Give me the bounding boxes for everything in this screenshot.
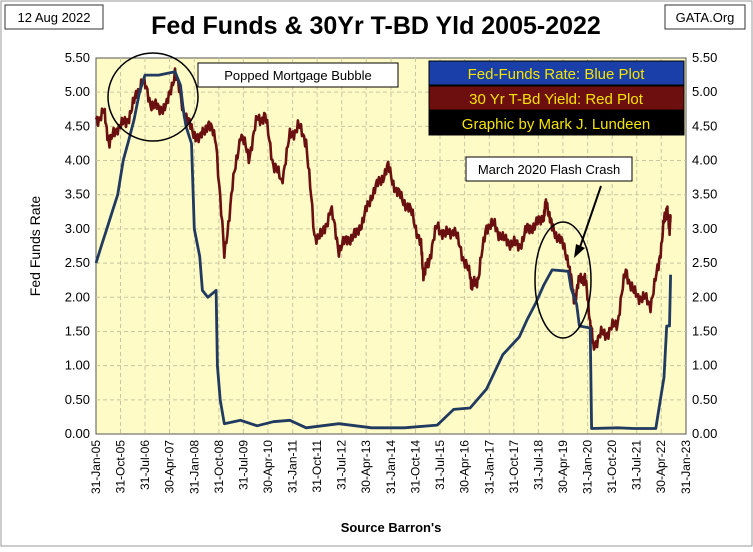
y-tick-labels-right: 0.00 0.50 1.00 1.50 2.00 2.50 3.00 3.50 4.00 4.50… [692, 50, 717, 441]
x-tick-label: 31-Jul-09 [236, 440, 250, 490]
x-tick-label: 31-Jul-21 [630, 440, 644, 490]
x-tick-label: 31-Jan-20 [581, 440, 595, 494]
x-tick-label: 31-Jan-05 [89, 440, 103, 494]
y-tick-label-left: 1.50 [65, 323, 90, 338]
y-axis-label: Fed Funds Rate [27, 196, 43, 297]
x-tick-label: 31-Oct-20 [605, 440, 619, 494]
x-tick-label: 31-Oct-08 [212, 440, 226, 494]
y-tick-label-left: 4.00 [65, 153, 90, 168]
crash-arrow-head [574, 244, 585, 258]
y-tick-label-left: 0.00 [65, 426, 90, 441]
crash-callout-text: March 2020 Flash Crash [478, 162, 620, 177]
y-tick-label-left: 0.50 [65, 392, 90, 407]
x-tick-label: 30-Apr-19 [556, 440, 570, 494]
x-tick-label: 30-Apr-16 [458, 440, 472, 494]
x-tick-label: 30-Apr-10 [261, 440, 275, 494]
y-tick-label-left: 1.00 [65, 358, 90, 373]
bubble-annotation: Popped Mortgage Bubble [107, 52, 399, 142]
y-tick-label-left: 5.00 [65, 84, 90, 99]
bubble-circle [107, 52, 199, 142]
bubble-callout-box [197, 62, 399, 88]
y-tick-label-right: 0.00 [692, 426, 717, 441]
x-tick-label: 31-Jan-17 [482, 440, 496, 494]
legend-item-red-box [428, 85, 685, 111]
y-tick-label-right: 4.50 [692, 118, 717, 133]
legend-item-credit-label: Graphic by Mark J. Lundeen [462, 116, 650, 133]
x-tick-label: 30-Apr-13 [359, 440, 373, 494]
crash-arrow-shaft [578, 185, 602, 251]
bubble-callout-text: Popped Mortgage Bubble [224, 68, 371, 83]
x-tick-label: 31-Oct-14 [409, 440, 423, 494]
y-tick-label-right: 0.50 [692, 392, 717, 407]
x-tick-label: 31-Jul-15 [433, 440, 447, 490]
crash-callout-box [465, 156, 633, 182]
crash-annotation: March 2020 Flash Crash [465, 156, 633, 339]
legend-item-credit-box [428, 110, 685, 136]
x-tick-label: 31-Jul-18 [531, 440, 545, 490]
x-tick-label: 30-Apr-22 [654, 440, 668, 494]
source-box [664, 4, 746, 30]
x-tick-label: 31-Jan-08 [187, 440, 201, 494]
x-axis-label: Source Barron's [341, 520, 442, 535]
series-group [94, 67, 672, 430]
chart-title: Fed Funds & 30Yr T-BD Yld 2005-2022 [151, 12, 601, 40]
legend-item-red-label: 30 Yr T-Bd Yield: Red Plot [469, 91, 644, 108]
y-tick-label-right: 3.00 [692, 221, 717, 236]
y-tick-label-right: 1.00 [692, 358, 717, 373]
legend: Fed-Funds Rate: Blue Plot 30 Yr T-Bd Yie… [428, 60, 685, 136]
date-label: 12 Aug 2022 [17, 10, 90, 25]
x-tick-label: 30-Apr-07 [163, 440, 177, 494]
x-tick-label: 31-Jul-12 [335, 440, 349, 490]
y-tick-label-left: 3.00 [65, 221, 90, 236]
x-tick-label: 31-Jul-06 [138, 440, 152, 490]
x-tick-label: 31-Oct-17 [507, 440, 521, 494]
x-tick-label: 31-Jan-23 [679, 440, 693, 494]
y-tick-label-left: 3.50 [65, 187, 90, 202]
y-tick-label-left: 2.00 [65, 289, 90, 304]
y-tick-label-left: 5.50 [65, 50, 90, 65]
legend-item-blue-label: Fed-Funds Rate: Blue Plot [468, 66, 646, 83]
y-tick-label-right: 5.50 [692, 50, 717, 65]
x-tick-label: 31-Jan-14 [384, 440, 398, 494]
series-line-fed-funds [94, 70, 672, 430]
crash-circle [534, 221, 592, 339]
x-tick-label: 31-Jan-11 [286, 440, 300, 493]
y-tick-label-right: 1.50 [692, 323, 717, 338]
y-tick-label-right: 3.50 [692, 187, 717, 202]
y-tick-label-right: 2.00 [692, 289, 717, 304]
x-tick-label: 31-Oct-05 [114, 440, 128, 494]
y-tick-label-left: 4.50 [65, 118, 90, 133]
y-tick-labels-left: 0.00 0.50 1.00 1.50 2.00 2.50 3.00 3.50 4.00 4.50… [65, 50, 90, 441]
y-tick-label-right: 4.00 [692, 153, 717, 168]
x-tick-label: 31-Oct-11 [310, 440, 324, 493]
series-line-30yr-yield [94, 67, 672, 351]
y-tick-label-left: 2.50 [65, 255, 90, 270]
x-tick-labels: 31-Jan-05 31-Oct-05 31-Jul-06 30-Apr-07 31-J… [89, 440, 693, 494]
date-box [4, 4, 104, 30]
legend-item-blue-box [428, 60, 685, 86]
source-label: GATA.Org [676, 10, 735, 25]
y-tick-label-right: 5.00 [692, 84, 717, 99]
y-tick-label-right: 2.50 [692, 255, 717, 270]
